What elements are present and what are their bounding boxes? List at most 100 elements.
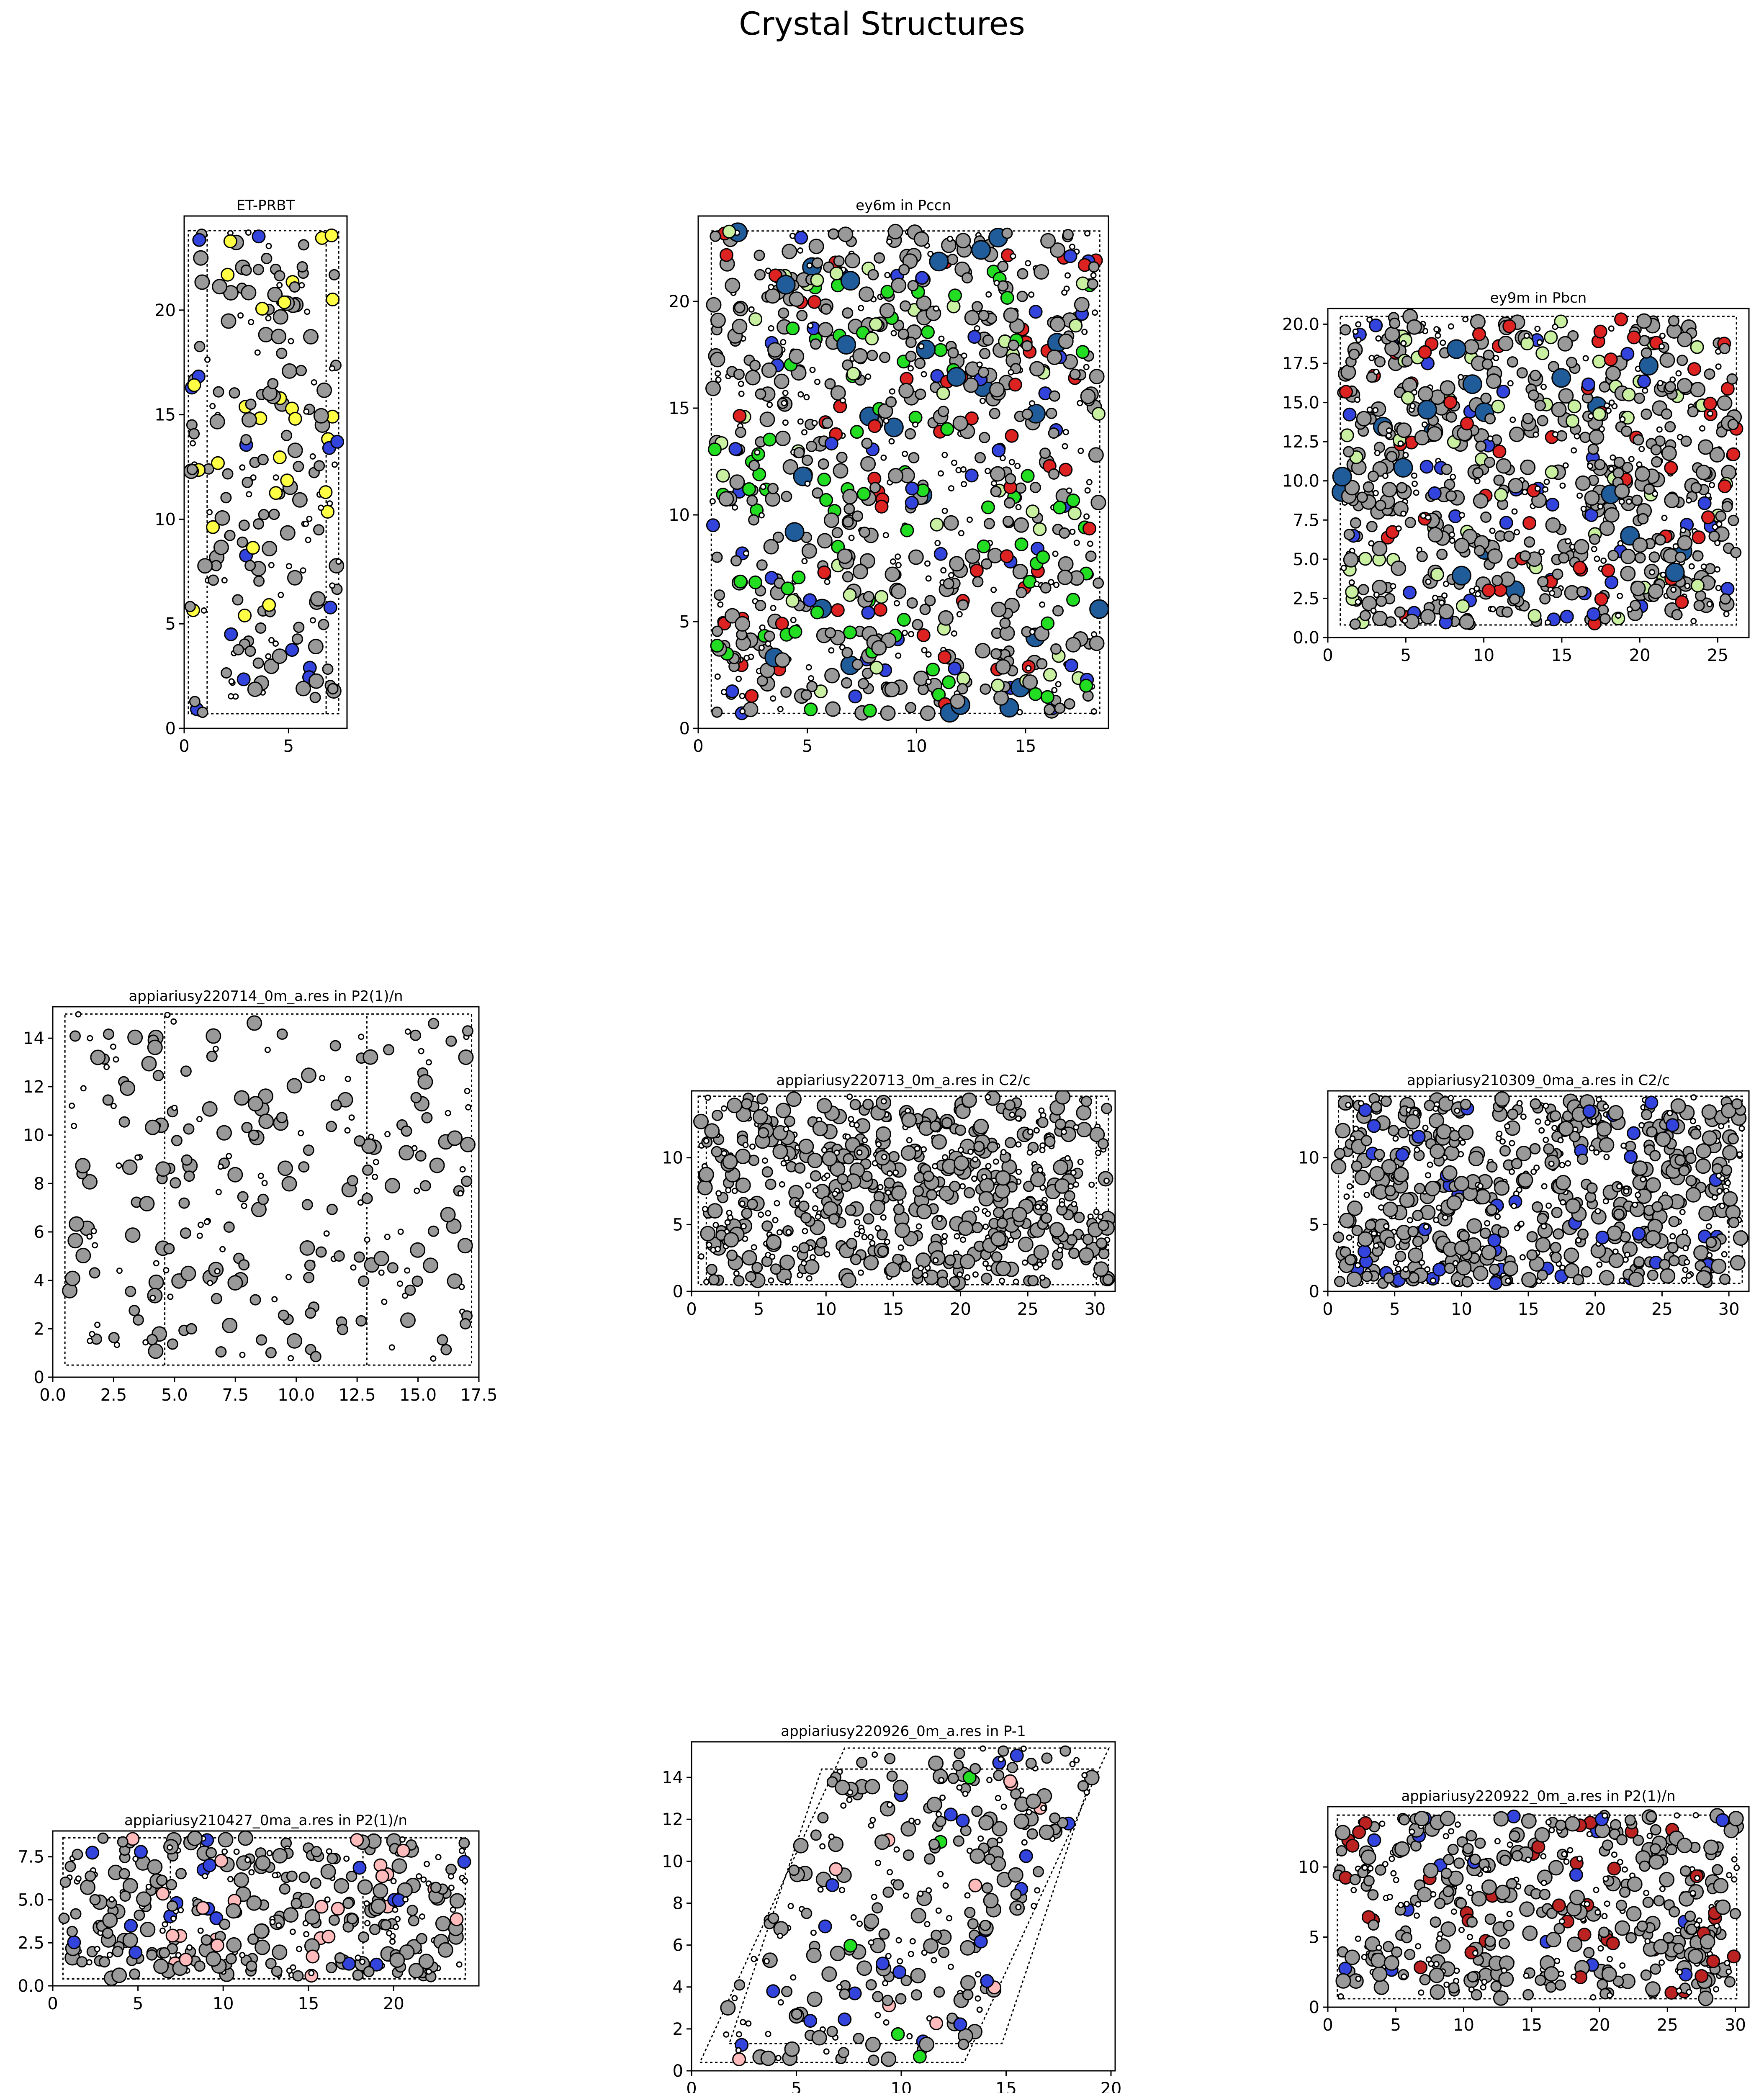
atom-point: [1613, 1197, 1629, 1212]
atom-point: [1582, 1104, 1597, 1118]
atom-point: [1491, 1246, 1507, 1262]
atom-point: [1368, 540, 1375, 547]
atom-point: [227, 1876, 234, 1882]
atom-point: [985, 1211, 991, 1217]
atom-point: [990, 662, 1004, 676]
atom-point: [735, 1106, 751, 1122]
atom-point: [960, 1940, 976, 1956]
atom-point: [1363, 481, 1374, 493]
atom-point: [994, 649, 1006, 661]
atom-point: [819, 493, 833, 507]
atom-point: [406, 1905, 418, 1916]
atom-point: [781, 491, 792, 502]
atom-point: [445, 1035, 457, 1047]
atom-point: [1427, 426, 1443, 442]
atom-point: [995, 1260, 1011, 1276]
atom-point: [233, 1907, 239, 1913]
atom-point: [803, 593, 817, 607]
atom-point: [1379, 494, 1395, 509]
atom-point: [1425, 1172, 1431, 1179]
atom-point: [1663, 1899, 1675, 1911]
atom-point: [1421, 356, 1435, 370]
atom-point: [817, 473, 831, 487]
atom-point: [1412, 1130, 1426, 1144]
atom-point: [1591, 546, 1597, 553]
atom-point: [1388, 312, 1399, 324]
atom-point: [1577, 1928, 1592, 1942]
atom-point: [1358, 1103, 1372, 1117]
atom-point: [721, 689, 727, 695]
atom-point: [1388, 1171, 1400, 1183]
atom-point: [1584, 508, 1599, 522]
atom-point: [1440, 1921, 1456, 1937]
atom-point: [246, 1895, 262, 1911]
atom-point: [814, 1244, 825, 1256]
atom-point: [865, 332, 879, 346]
atom-point: [877, 293, 884, 300]
atom-point: [1045, 701, 1059, 715]
atom-point: [860, 1158, 872, 1170]
atom-point: [286, 1967, 293, 1974]
atom-point: [1392, 433, 1407, 447]
atom-point: [1373, 1242, 1380, 1249]
atom-point: [1468, 397, 1484, 413]
atom-point: [776, 1103, 791, 1118]
atom-point: [64, 1270, 80, 1286]
atom-point: [311, 1846, 322, 1857]
atom-point: [1489, 606, 1496, 612]
atom-point: [1614, 483, 1630, 499]
atom-point: [1062, 1209, 1074, 1221]
atom-point: [206, 1847, 217, 1859]
atom-point: [331, 1902, 345, 1916]
atom-point: [229, 387, 240, 399]
atom-point: [967, 517, 973, 523]
atom-point: [1006, 347, 1020, 362]
atom-point: [427, 1961, 439, 1973]
atom-point: [1590, 1137, 1606, 1153]
atom-point: [1609, 379, 1623, 393]
atom-point: [1062, 429, 1069, 435]
atom-point: [1535, 400, 1546, 411]
atom-point: [196, 1116, 203, 1122]
atom-point: [1570, 1199, 1577, 1206]
atom-point: [1369, 318, 1383, 332]
atom-point: [1441, 409, 1453, 421]
atom-point: [1460, 1252, 1471, 1263]
atom-point: [1335, 1828, 1347, 1840]
atom-point: [1512, 1104, 1523, 1116]
atom-point: [1017, 581, 1031, 595]
atom-point: [1466, 1237, 1481, 1253]
atom-point: [1401, 1973, 1407, 1980]
atom-point: [1708, 1904, 1715, 1910]
atom-point: [1698, 1974, 1710, 1985]
atom-point: [1543, 1136, 1549, 1143]
atom-point: [825, 334, 841, 350]
atom-point: [1543, 1143, 1555, 1155]
atom-point: [274, 488, 285, 500]
atom-point: [1450, 396, 1457, 402]
atom-point: [880, 1111, 892, 1122]
atom-point: [1625, 1932, 1637, 1944]
atom-point: [1466, 1884, 1472, 1891]
atom-point: [265, 653, 272, 660]
atom-point: [1599, 520, 1615, 536]
atom-point: [180, 1227, 191, 1239]
atom-point: [897, 613, 911, 627]
atom-point: [1093, 1261, 1109, 1277]
atom-point: [1366, 406, 1373, 413]
atom-point: [1573, 1274, 1584, 1286]
atom-point: [1495, 1885, 1511, 1900]
atom-point: [835, 1217, 846, 1229]
atom-point: [246, 1960, 257, 1972]
atom-point: [924, 1265, 931, 1271]
x-tick-label: 15: [882, 1300, 904, 1319]
atom-point: [835, 266, 849, 280]
atom-point: [1516, 1146, 1532, 1162]
atom-point: [1451, 566, 1471, 586]
atom-point: [991, 602, 1007, 617]
y-tick-label: 5: [165, 615, 176, 634]
atom-point: [280, 1872, 292, 1883]
atom-point: [332, 461, 338, 468]
atom-point: [990, 1856, 1006, 1872]
atom-point: [800, 689, 812, 701]
